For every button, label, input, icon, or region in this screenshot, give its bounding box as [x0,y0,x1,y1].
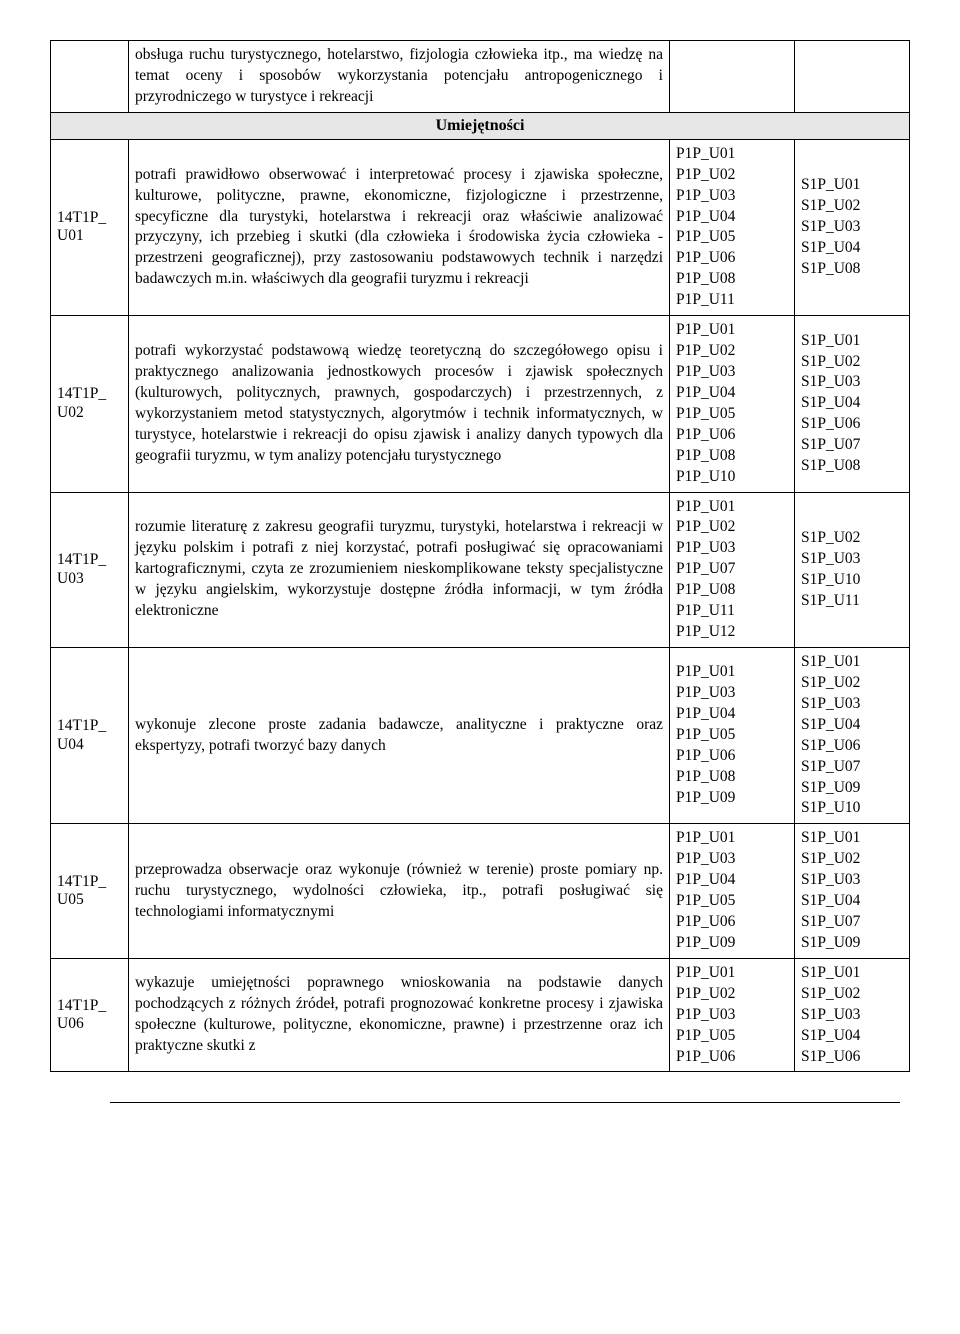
code-cell: 14T1P_U02 [51,316,129,492]
table-row: 14T1P_U01potrafi prawidłowo obserwować i… [51,139,910,315]
desc-cell: potrafi prawidłowo obserwować i interpre… [129,139,670,315]
table-row: 14T1P_U06wykazuje umiejętności poprawneg… [51,958,910,1072]
s1p-cell: S1P_U01S1P_U02S1P_U03S1P_U04S1P_U06S1P_U… [795,647,910,823]
section-header: Umiejętności [51,112,910,139]
table-row: 14T1P_U04wykonuje zlecone proste zadania… [51,647,910,823]
desc-cell: potrafi wykorzystać podstawową wiedzę te… [129,316,670,492]
s1p-cell [795,41,910,113]
s1p-cell: S1P_U01S1P_U02S1P_U03S1P_U04S1P_U06S1P_U… [795,316,910,492]
code-cell: 14T1P_U06 [51,958,129,1072]
outcomes-table: obsługa ruchu turystycznego, hotelarstwo… [50,40,910,1072]
code-cell: 14T1P_U05 [51,824,129,959]
code-cell: 14T1P_U04 [51,647,129,823]
desc-cell: wykazuje umiejętności poprawnego wniosko… [129,958,670,1072]
s1p-cell: S1P_U01S1P_U02S1P_U03S1P_U04S1P_U06 [795,958,910,1072]
s1p-cell: S1P_U01S1P_U02S1P_U03S1P_U04S1P_U07S1P_U… [795,824,910,959]
p1p-cell: P1P_U01P1P_U02P1P_U03P1P_U04P1P_U05P1P_U… [670,316,795,492]
section-header-row: Umiejętności [51,112,910,139]
p1p-cell: P1P_U01P1P_U03P1P_U04P1P_U05P1P_U06P1P_U… [670,824,795,959]
table-row: 14T1P_U05przeprowadza obserwacje oraz wy… [51,824,910,959]
desc-cell: wykonuje zlecone proste zadania badawcze… [129,647,670,823]
desc-cell: obsługa ruchu turystycznego, hotelarstwo… [129,41,670,113]
desc-cell: przeprowadza obserwacje oraz wykonuje (r… [129,824,670,959]
p1p-cell: P1P_U01P1P_U02P1P_U03P1P_U04P1P_U05P1P_U… [670,139,795,315]
p1p-cell: P1P_U01P1P_U03P1P_U04P1P_U05P1P_U06P1P_U… [670,647,795,823]
p1p-cell: P1P_U01P1P_U02P1P_U03P1P_U05P1P_U06 [670,958,795,1072]
s1p-cell: S1P_U01S1P_U02S1P_U03S1P_U04S1P_U08 [795,139,910,315]
s1p-cell: S1P_U02S1P_U03S1P_U10S1P_U11 [795,492,910,647]
code-cell [51,41,129,113]
p1p-cell [670,41,795,113]
table-row: 14T1P_U02potrafi wykorzystać podstawową … [51,316,910,492]
code-cell: 14T1P_U01 [51,139,129,315]
code-cell: 14T1P_U03 [51,492,129,647]
table-row: obsługa ruchu turystycznego, hotelarstwo… [51,41,910,113]
p1p-cell: P1P_U01P1P_U02P1P_U03P1P_U07P1P_U08P1P_U… [670,492,795,647]
desc-cell: rozumie literaturę z zakresu geografii t… [129,492,670,647]
footer-rule [110,1102,900,1103]
table-row: 14T1P_U03rozumie literaturę z zakresu ge… [51,492,910,647]
